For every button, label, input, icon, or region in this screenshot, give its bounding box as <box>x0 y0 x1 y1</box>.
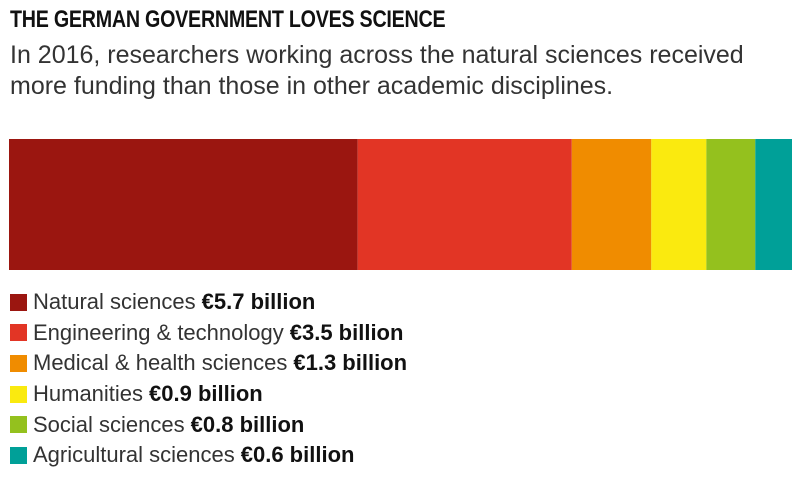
bar-segment-natural-sciences <box>9 139 358 270</box>
legend-swatch <box>10 293 27 311</box>
legend-label: Agricultural sciences <box>33 442 235 468</box>
bar-segment-humanities <box>651 139 707 270</box>
legend-swatch <box>10 324 27 342</box>
bar-segment-social-sciences <box>706 139 756 270</box>
legend-item-engineering-technology: Engineering & technology €3.5 billion <box>10 318 407 349</box>
legend-value: €0.8 billion <box>190 411 305 437</box>
legend-label: Engineering & technology <box>33 319 284 345</box>
legend-swatch <box>10 446 27 464</box>
legend-swatch <box>10 385 27 403</box>
legend-label: Humanities <box>33 381 144 407</box>
legend-item-social-sciences: Social sciences €0.8 billion <box>10 409 407 440</box>
legend-label: Natural sciences <box>33 289 196 315</box>
legend-item-natural-sciences: Natural sciences €5.7 billion <box>10 287 407 318</box>
legend-swatch <box>10 354 27 372</box>
chart-subtitle: In 2016, researchers working across the … <box>10 41 744 100</box>
legend-value: €3.5 billion <box>289 319 404 345</box>
bar-segment-medical-health-sciences <box>571 139 652 270</box>
legend-value: €1.3 billion <box>293 350 408 376</box>
legend-value: €0.6 billion <box>240 442 355 468</box>
chart-title: THE GERMAN GOVERNMENT LOVES SCIENCE <box>10 6 446 33</box>
bar-segment-engineering-technology <box>357 139 572 270</box>
bar-segment-agricultural-sciences <box>755 139 792 270</box>
legend-swatch <box>10 416 27 434</box>
legend-item-medical-health-sciences: Medical & health sciences €1.3 billion <box>10 348 407 379</box>
legend-item-humanities: Humanities €0.9 billion <box>10 379 407 410</box>
legend-value: €0.9 billion <box>149 381 263 407</box>
stacked-bar-chart <box>9 139 792 270</box>
chart-legend: Natural sciences €5.7 billion Engineering … <box>10 287 407 471</box>
legend-value: €5.7 billion <box>201 289 316 315</box>
legend-label: Medical & health sciences <box>33 350 288 376</box>
legend-label: Social sciences <box>33 411 185 437</box>
legend-item-agricultural-sciences: Agricultural sciences €0.6 billion <box>10 440 407 471</box>
